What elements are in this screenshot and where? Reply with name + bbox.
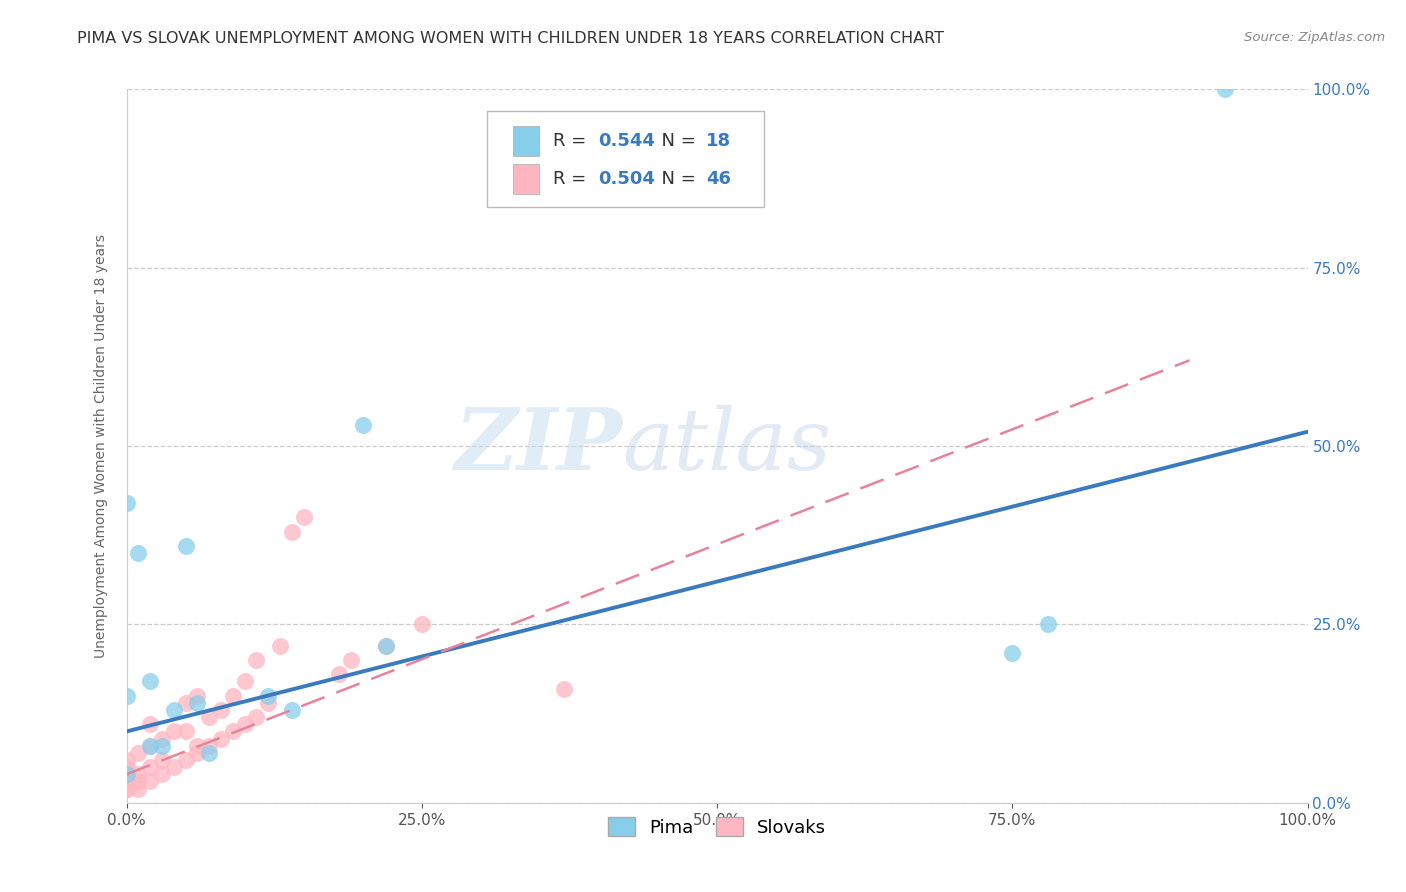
Point xyxy=(328,667,350,681)
Point xyxy=(269,639,291,653)
Point xyxy=(245,653,267,667)
Point xyxy=(1036,617,1059,632)
Point xyxy=(222,724,245,739)
Text: 46: 46 xyxy=(706,170,731,188)
Point xyxy=(139,739,162,753)
Text: atlas: atlas xyxy=(623,405,832,487)
Text: R =: R = xyxy=(553,132,592,150)
Point xyxy=(163,724,186,739)
Point xyxy=(115,689,138,703)
Point xyxy=(375,639,398,653)
Point xyxy=(281,703,304,717)
Point xyxy=(115,781,138,796)
Point xyxy=(127,774,149,789)
Point xyxy=(186,739,208,753)
Point xyxy=(233,674,256,689)
Point xyxy=(340,653,363,667)
Point xyxy=(174,724,197,739)
Point xyxy=(150,739,173,753)
Text: N =: N = xyxy=(650,132,702,150)
Point xyxy=(139,760,162,774)
Point xyxy=(292,510,315,524)
Point xyxy=(127,767,149,781)
Point xyxy=(139,774,162,789)
Text: N =: N = xyxy=(650,170,702,188)
Point xyxy=(281,524,304,539)
Point xyxy=(553,681,575,696)
Point xyxy=(186,696,208,710)
Point xyxy=(257,689,280,703)
Point xyxy=(115,760,138,774)
Point xyxy=(174,539,197,553)
Point xyxy=(150,731,173,746)
Text: 0.504: 0.504 xyxy=(598,170,655,188)
Point xyxy=(139,739,162,753)
Point xyxy=(352,417,374,432)
Point xyxy=(209,703,232,717)
Point xyxy=(127,746,149,760)
Point xyxy=(198,739,221,753)
Point xyxy=(411,617,433,632)
Legend: Pima, Slovaks: Pima, Slovaks xyxy=(600,810,834,844)
Point xyxy=(163,703,186,717)
Point xyxy=(127,781,149,796)
Point xyxy=(115,767,138,781)
Text: 18: 18 xyxy=(706,132,731,150)
Point xyxy=(139,674,162,689)
Point xyxy=(1001,646,1024,660)
Point xyxy=(163,760,186,774)
Point xyxy=(245,710,267,724)
Point xyxy=(127,546,149,560)
Point xyxy=(115,496,138,510)
Point xyxy=(150,753,173,767)
FancyBboxPatch shape xyxy=(513,164,538,194)
Point xyxy=(222,689,245,703)
Point xyxy=(209,731,232,746)
Point xyxy=(150,767,173,781)
Point xyxy=(115,767,138,781)
Point xyxy=(115,781,138,796)
Text: R =: R = xyxy=(553,170,592,188)
Text: 0.544: 0.544 xyxy=(598,132,655,150)
FancyBboxPatch shape xyxy=(486,111,765,207)
Point xyxy=(115,774,138,789)
Point xyxy=(115,767,138,781)
Point xyxy=(1213,82,1236,96)
Text: Source: ZipAtlas.com: Source: ZipAtlas.com xyxy=(1244,31,1385,45)
Point xyxy=(198,746,221,760)
Point xyxy=(198,710,221,724)
Point xyxy=(186,746,208,760)
Point xyxy=(115,753,138,767)
Point xyxy=(375,639,398,653)
Point xyxy=(115,774,138,789)
Point xyxy=(139,717,162,731)
Point xyxy=(186,689,208,703)
Point xyxy=(233,717,256,731)
Point xyxy=(174,753,197,767)
FancyBboxPatch shape xyxy=(513,126,538,156)
Y-axis label: Unemployment Among Women with Children Under 18 years: Unemployment Among Women with Children U… xyxy=(94,234,108,658)
Point xyxy=(174,696,197,710)
Point xyxy=(257,696,280,710)
Text: ZIP: ZIP xyxy=(454,404,623,488)
Text: PIMA VS SLOVAK UNEMPLOYMENT AMONG WOMEN WITH CHILDREN UNDER 18 YEARS CORRELATION: PIMA VS SLOVAK UNEMPLOYMENT AMONG WOMEN … xyxy=(77,31,945,46)
